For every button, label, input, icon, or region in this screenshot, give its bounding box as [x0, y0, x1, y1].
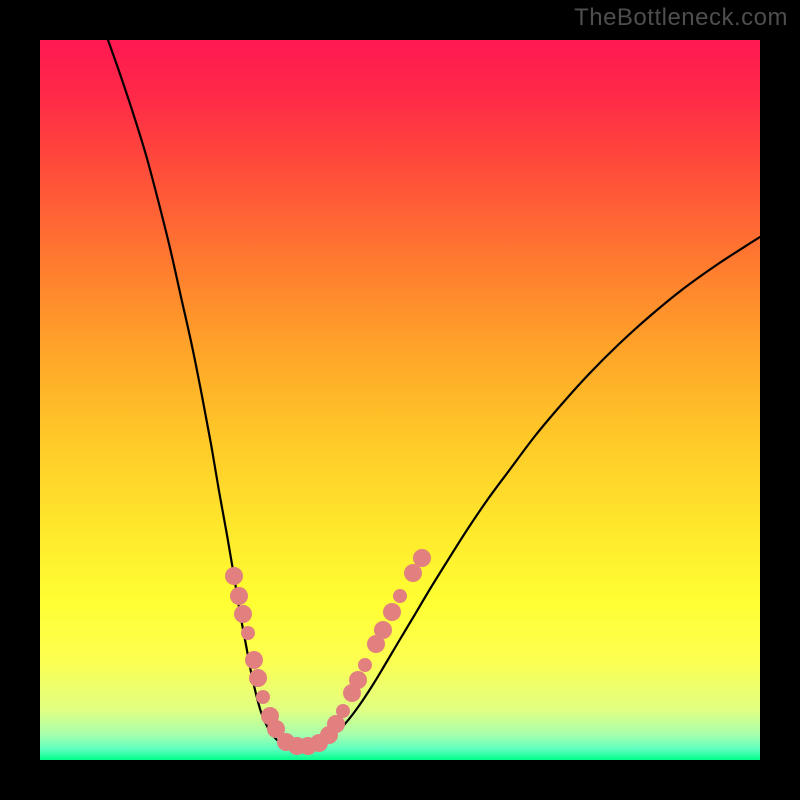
highlight-dot-right	[383, 603, 401, 621]
highlight-dot-left	[234, 605, 252, 623]
highlight-dot-right	[413, 549, 431, 567]
highlight-dot-left	[245, 651, 263, 669]
watermark-text: TheBottleneck.com	[574, 4, 788, 32]
highlight-dot-left	[225, 567, 243, 585]
highlight-dot-left	[256, 690, 270, 704]
highlight-dot-right	[374, 621, 392, 639]
highlight-dot-right	[358, 658, 372, 672]
highlight-dot-left	[249, 669, 267, 687]
highlight-dot-left	[241, 626, 255, 640]
bottleneck-curve	[108, 40, 760, 748]
chart-frame: TheBottleneck.com	[0, 0, 800, 800]
chart-svg	[0, 0, 800, 800]
highlight-dot-right	[349, 671, 367, 689]
highlight-dot-right	[336, 704, 350, 718]
highlight-dot-left	[230, 587, 248, 605]
highlight-dot-right	[404, 564, 422, 582]
highlight-dot-right	[393, 589, 407, 603]
